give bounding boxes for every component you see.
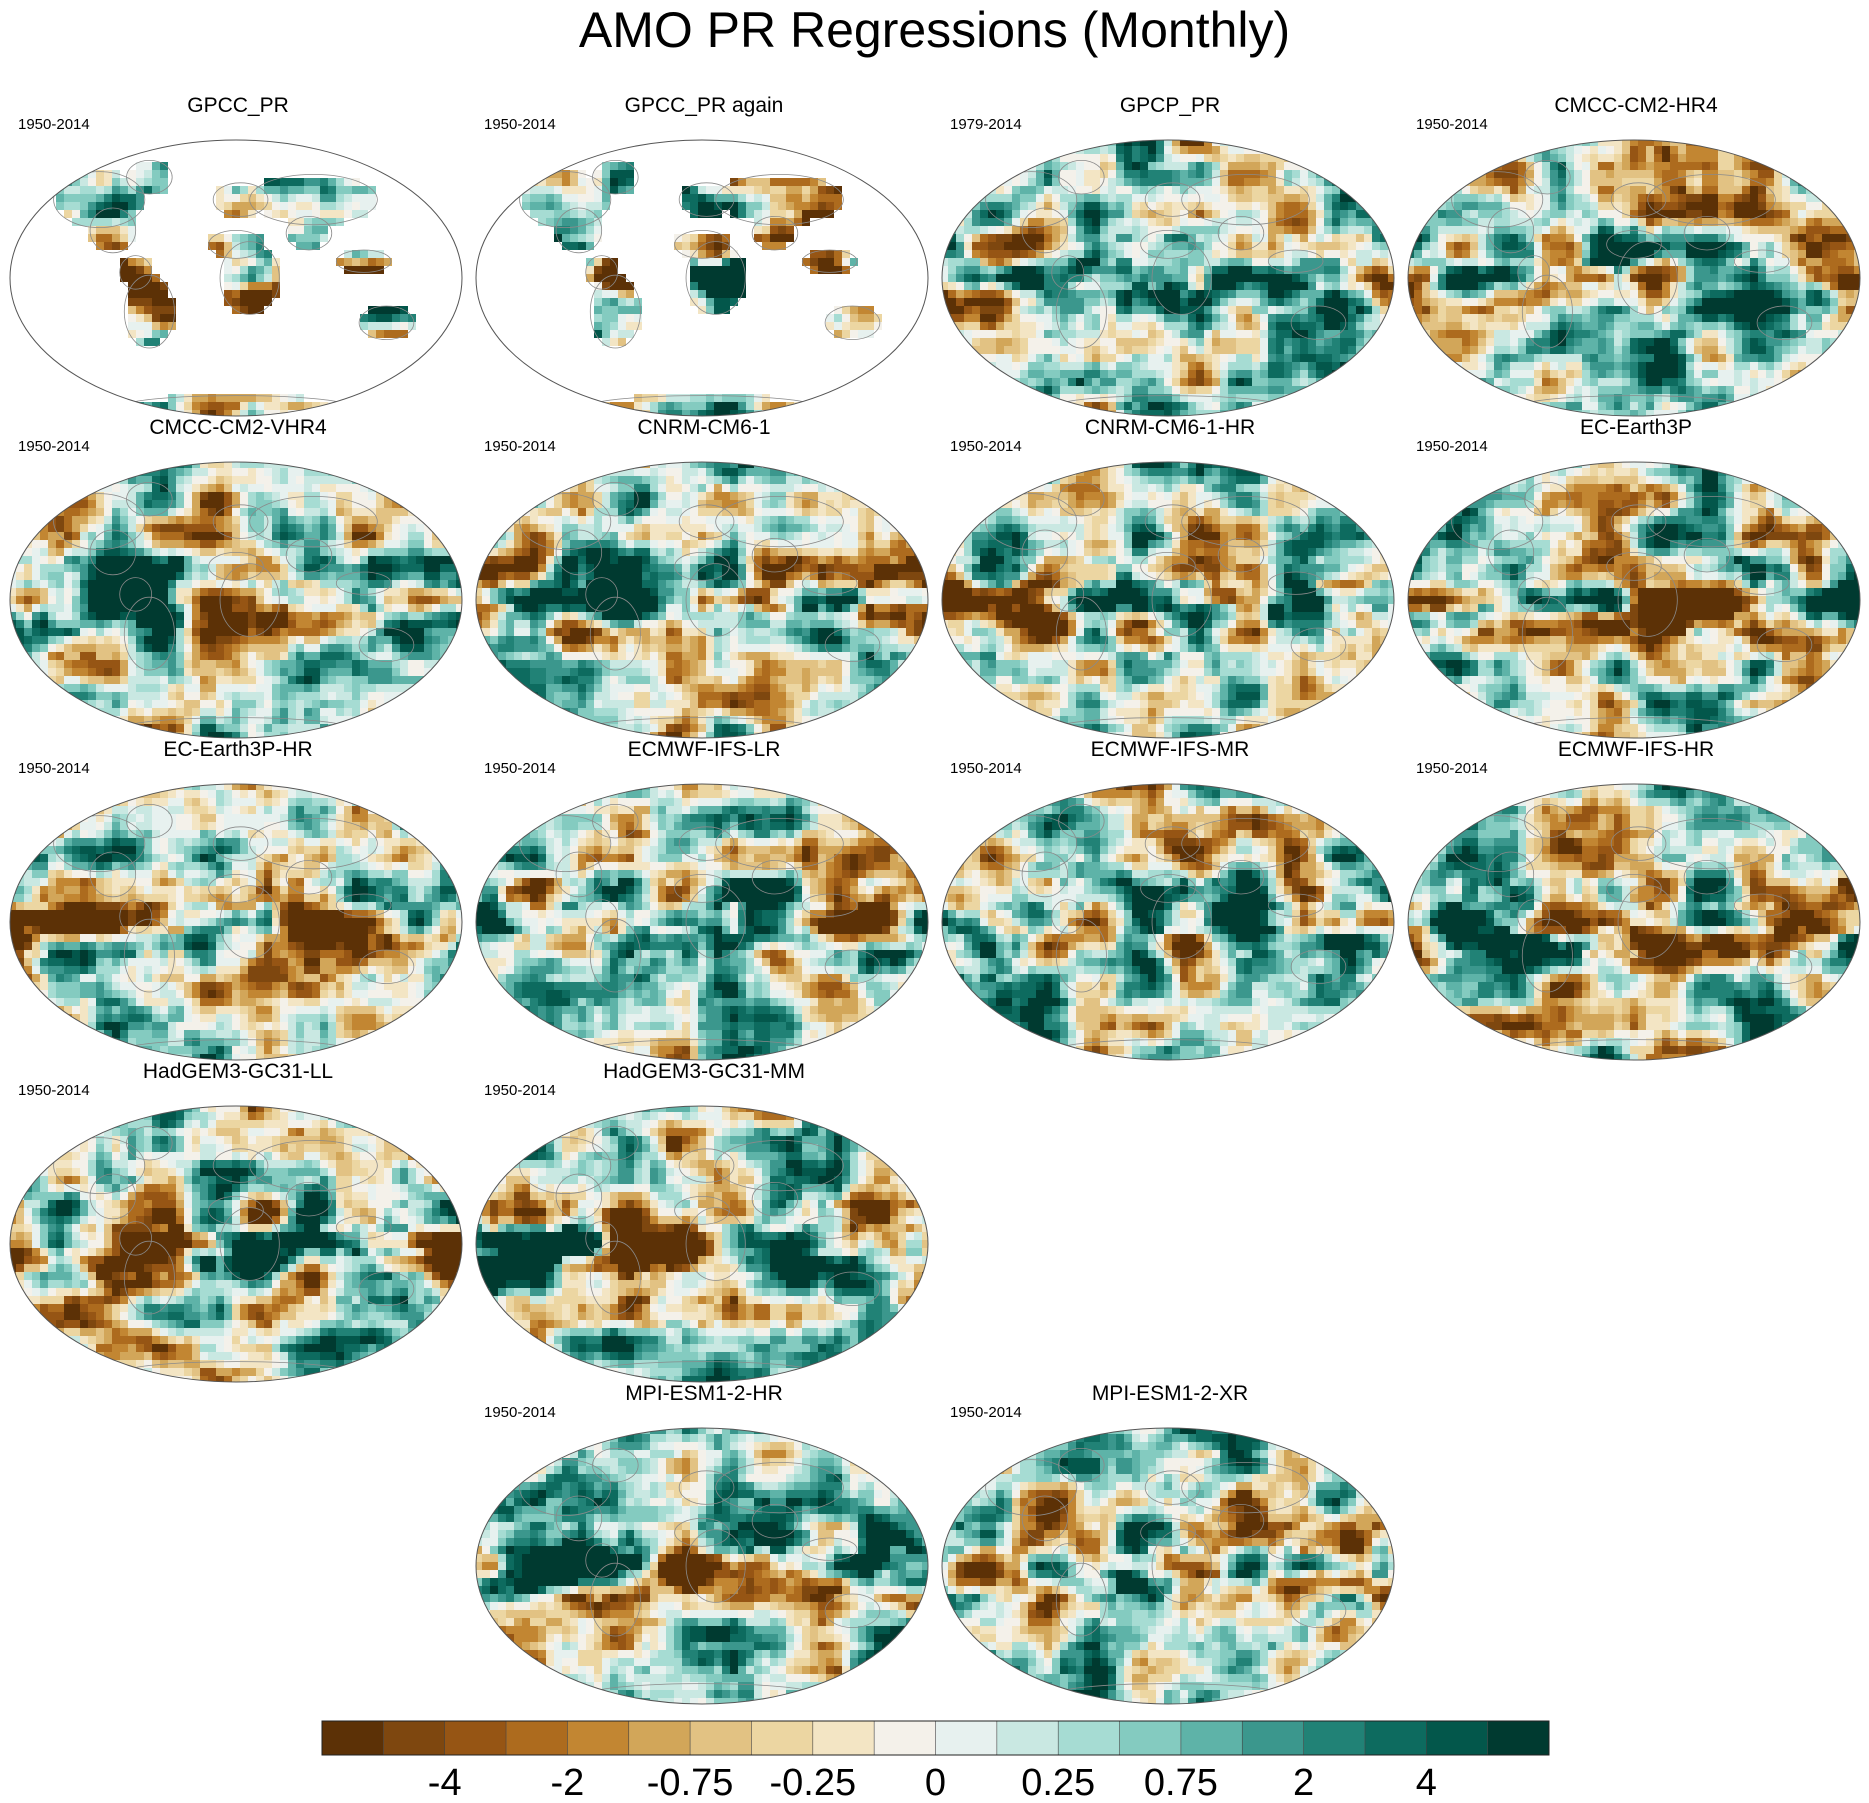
map-panels: GPCC_PR 1950-2014 GPCC_PR again 1950-2014 GP…: [8, 94, 1866, 1705]
map-field: [9, 783, 463, 1061]
colorbar-swatch: [1487, 1721, 1549, 1755]
panel-title: CMCC-CM2-VHR4: [8, 416, 468, 440]
map-field: [9, 139, 463, 417]
panel-title: ECMWF-IFS-LR: [474, 738, 934, 762]
map-panel: ECMWF-IFS-LR 1950-2014: [474, 738, 934, 1061]
panel-title: CMCC-CM2-HR4: [1406, 94, 1866, 118]
map-field: [941, 139, 1395, 417]
panel-period: 1950-2014: [484, 438, 556, 456]
colorbar-tick-label: 0.25: [1021, 1762, 1095, 1803]
map-field: [9, 461, 463, 739]
map-panel: EC-Earth3P 1950-2014: [1406, 416, 1866, 739]
map-panel: CNRM-CM6-1-HR 1950-2014: [940, 416, 1400, 739]
panel-title: HadGEM3-GC31-MM: [474, 1060, 934, 1084]
figure-title: AMO PR Regressions (Monthly): [0, 2, 1869, 58]
colorbar-swatch: [628, 1721, 691, 1755]
map-panel: HadGEM3-GC31-LL 1950-2014: [8, 1060, 468, 1383]
panel-period: 1950-2014: [18, 438, 90, 456]
panel-title: GPCP_PR: [940, 94, 1400, 118]
map-panel: GPCC_PR again 1950-2014: [474, 94, 934, 417]
colorbar-tick-label: 0: [925, 1762, 946, 1803]
panel-title: HadGEM3-GC31-LL: [8, 1060, 468, 1084]
panel-period: 1950-2014: [1416, 760, 1488, 778]
map-field: [475, 1427, 929, 1705]
colorbar-swatch: [322, 1721, 384, 1755]
panel-period: 1950-2014: [1416, 438, 1488, 456]
map-panel: CMCC-CM2-HR4 1950-2014: [1406, 94, 1866, 417]
panel-period: 1950-2014: [484, 116, 556, 134]
colorbar-swatch: [996, 1721, 1059, 1755]
panel-title: EC-Earth3P-HR: [8, 738, 468, 762]
panel-period: 1950-2014: [18, 116, 90, 134]
colorbar-tick-label: -0.25: [769, 1762, 856, 1803]
map-panel: CNRM-CM6-1 1950-2014: [474, 416, 934, 739]
panel-period: 1950-2014: [950, 438, 1022, 456]
colorbar-swatch: [383, 1721, 445, 1755]
colorbar-tick-label: -0.75: [647, 1762, 734, 1803]
panel-title: GPCC_PR: [8, 94, 468, 118]
colorbar-swatch: [812, 1721, 875, 1755]
map-panel: ECMWF-IFS-MR 1950-2014: [940, 738, 1400, 1061]
panel-period: 1950-2014: [484, 760, 556, 778]
map-panel: MPI-ESM1-2-XR 1950-2014: [940, 1382, 1400, 1705]
map-field: [941, 461, 1395, 739]
map-panel: MPI-ESM1-2-HR 1950-2014: [474, 1382, 934, 1705]
colorbar-swatch: [1426, 1721, 1488, 1755]
map-field: [475, 783, 929, 1061]
map-field: [1407, 461, 1861, 739]
colorbar-swatch: [1242, 1721, 1304, 1755]
colorbar-swatch: [1303, 1721, 1365, 1755]
colorbar-swatch: [1058, 1721, 1120, 1755]
panel-period: 1950-2014: [484, 1404, 556, 1422]
colorbar-tick-label: -2: [551, 1762, 585, 1803]
panel-title: ECMWF-IFS-MR: [940, 738, 1400, 762]
panel-period: 1950-2014: [484, 1082, 556, 1100]
colorbar-tick-label: 2: [1293, 1762, 1314, 1803]
colorbar-swatch: [1364, 1721, 1427, 1755]
map-field: [1407, 783, 1861, 1061]
map-field: [475, 1105, 929, 1383]
colorbar-swatch: [506, 1721, 568, 1755]
map-field: [475, 461, 929, 739]
panel-period: 1950-2014: [950, 1404, 1022, 1422]
map-field: [1407, 139, 1861, 417]
panel-period: 1950-2014: [950, 760, 1022, 778]
map-field: [941, 783, 1395, 1061]
panel-title: GPCC_PR again: [474, 94, 934, 118]
map-panel: EC-Earth3P-HR 1950-2014: [8, 738, 468, 1061]
map-panel: ECMWF-IFS-HR 1950-2014: [1406, 738, 1866, 1061]
colorbar-swatch: [444, 1721, 507, 1755]
map-field: [9, 1105, 463, 1383]
colorbar-swatch: [567, 1721, 629, 1755]
panel-title: MPI-ESM1-2-HR: [474, 1382, 934, 1406]
panel-period: 1950-2014: [18, 1082, 90, 1100]
colorbar-swatch: [935, 1721, 997, 1755]
colorbar-swatch: [751, 1721, 813, 1755]
panel-title: CNRM-CM6-1: [474, 416, 934, 440]
map-panel: CMCC-CM2-VHR4 1950-2014: [8, 416, 468, 739]
colorbar-swatch: [690, 1721, 752, 1755]
panel-title: MPI-ESM1-2-XR: [940, 1382, 1400, 1406]
map-field: [475, 139, 929, 417]
panel-period: 1950-2014: [18, 760, 90, 778]
colorbar-swatch: [874, 1721, 936, 1755]
colorbar-tick-label: 0.75: [1144, 1762, 1218, 1803]
panel-title: CNRM-CM6-1-HR: [940, 416, 1400, 440]
panel-title: ECMWF-IFS-HR: [1406, 738, 1866, 762]
colorbar-swatch: [1119, 1721, 1181, 1755]
map-panel: HadGEM3-GC31-MM 1950-2014: [474, 1060, 934, 1383]
map-field: [941, 1427, 1395, 1705]
panel-title: EC-Earth3P: [1406, 416, 1866, 440]
map-panel: GPCP_PR 1979-2014: [940, 94, 1400, 417]
panel-period: 1979-2014: [950, 116, 1022, 134]
colorbar-tick-label: 4: [1416, 1762, 1437, 1803]
colorbar-swatch: [1180, 1721, 1243, 1755]
colorbar-tick-label: -4: [428, 1762, 462, 1803]
colorbar: -4 -2 -0.75 -0.25 0 0.25 0.75 2 4: [321, 1720, 1550, 1803]
panel-period: 1950-2014: [1416, 116, 1488, 134]
map-panel: GPCC_PR 1950-2014: [8, 94, 468, 417]
